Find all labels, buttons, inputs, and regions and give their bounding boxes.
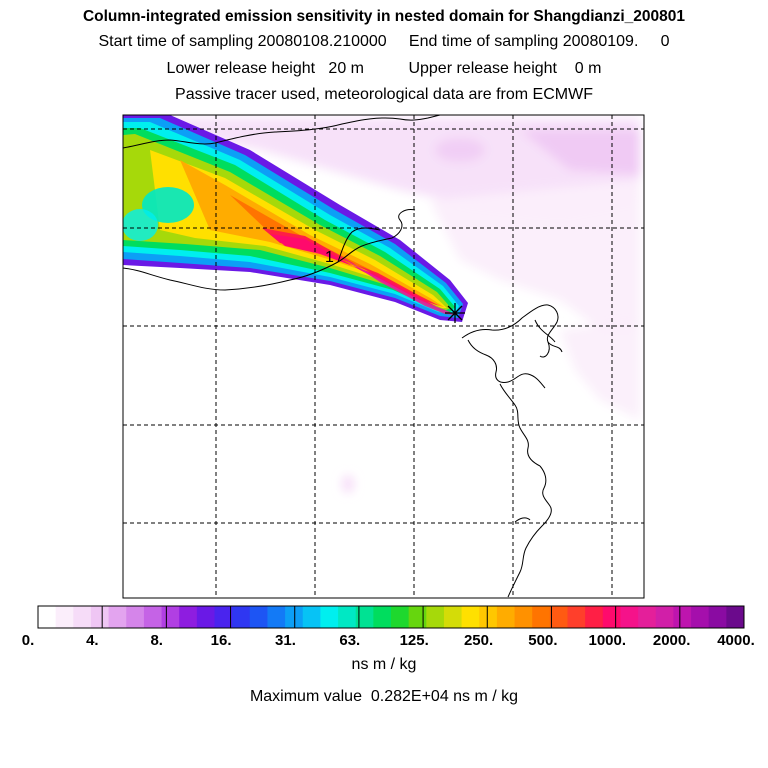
tracer-info-line: Passive tracer used, meteorological data… — [175, 86, 593, 103]
colorbar-unit-label: ns m / kg — [351, 656, 417, 673]
colorbar-cell — [638, 606, 657, 628]
max-value-label: Maximum value 0.282E+04 ns m / kg — [249, 688, 519, 705]
colorbar-cell — [38, 606, 57, 628]
colorbar-tick-label: 250. — [464, 632, 493, 649]
colorbar-cell — [585, 606, 604, 628]
colorbar-cell — [232, 606, 251, 628]
background-sensitivity-patches — [150, 118, 640, 493]
receptor-label: 1 — [325, 249, 334, 266]
colorbar-tick-label: 4000. — [717, 632, 755, 649]
colorbar-cell — [479, 606, 498, 628]
colorbar-cell — [496, 606, 515, 628]
colorbar-cell — [549, 606, 568, 628]
colorbar-cell — [338, 606, 357, 628]
colorbar-cell — [90, 606, 109, 628]
colorbar-cell — [302, 606, 321, 628]
colorbar-cell — [161, 606, 180, 628]
colorbar-tick-label: 0. — [22, 632, 35, 649]
colorbar-cell — [391, 606, 410, 628]
colorbar-cell — [320, 606, 339, 628]
colorbar-cell — [708, 606, 727, 628]
colorbar-cell — [443, 606, 462, 628]
chart-title: Column-integrated emission sensitivity i… — [82, 8, 686, 25]
coastlines — [123, 115, 563, 598]
colorbar-tick-label: 1000. — [588, 632, 626, 649]
colorbar-cell — [691, 606, 710, 628]
colorbar-cell — [620, 606, 639, 628]
release-point-marker — [445, 303, 465, 323]
colorbar-cell — [373, 606, 392, 628]
colorbar-tick-labels: 0. 4. 8. 16. 31. 63. 125. 250. 500. 1000. 2000. 400… — [22, 632, 755, 649]
colorbar-frame — [37, 605, 745, 629]
colorbar-cell — [355, 606, 374, 628]
colorbar-cell — [267, 606, 286, 628]
colorbar-cell — [249, 606, 268, 628]
colorbar-tick-label: 4. — [86, 632, 99, 649]
colorbar-cell — [285, 606, 304, 628]
map-area: 1 — [123, 115, 644, 598]
colorbar-cell — [73, 606, 92, 628]
colorbar-cell — [214, 606, 233, 628]
sampling-time-line: Start time of sampling 20080108.210000 E… — [98, 33, 670, 50]
colorbar-cell — [426, 606, 445, 628]
colorbar-tick-label: 31. — [275, 632, 296, 649]
colorbar-tick-label: 63. — [339, 632, 360, 649]
map-frame — [122, 114, 645, 599]
colorbar-cell — [408, 606, 427, 628]
colorbar-cell — [108, 606, 127, 628]
colorbar-cell — [461, 606, 480, 628]
colorbar-cell — [602, 606, 621, 628]
colorbar-cell — [673, 606, 692, 628]
colorbar-tick-label: 2000. — [653, 632, 691, 649]
plume — [123, 115, 468, 322]
colorbar-cell — [196, 606, 215, 628]
colorbar-cell — [567, 606, 586, 628]
colorbar-cell — [143, 606, 162, 628]
release-height-line: Lower release height 20 m Upper release … — [166, 60, 602, 77]
colorbar-tick-label: 125. — [400, 632, 429, 649]
colorbar-cell — [179, 606, 198, 628]
colorbar-tick-label: 8. — [150, 632, 163, 649]
colorbar-cell — [532, 606, 551, 628]
colorbar-tick-label: 16. — [211, 632, 232, 649]
colorbar-cell — [655, 606, 674, 628]
colorbar-cell — [55, 606, 74, 628]
colorbar-cell — [726, 606, 745, 628]
grid-lines — [123, 115, 644, 598]
colorbar — [37, 605, 745, 629]
colorbar-cell — [514, 606, 533, 628]
colorbar-cell — [126, 606, 145, 628]
colorbar-tick-label: 500. — [528, 632, 557, 649]
